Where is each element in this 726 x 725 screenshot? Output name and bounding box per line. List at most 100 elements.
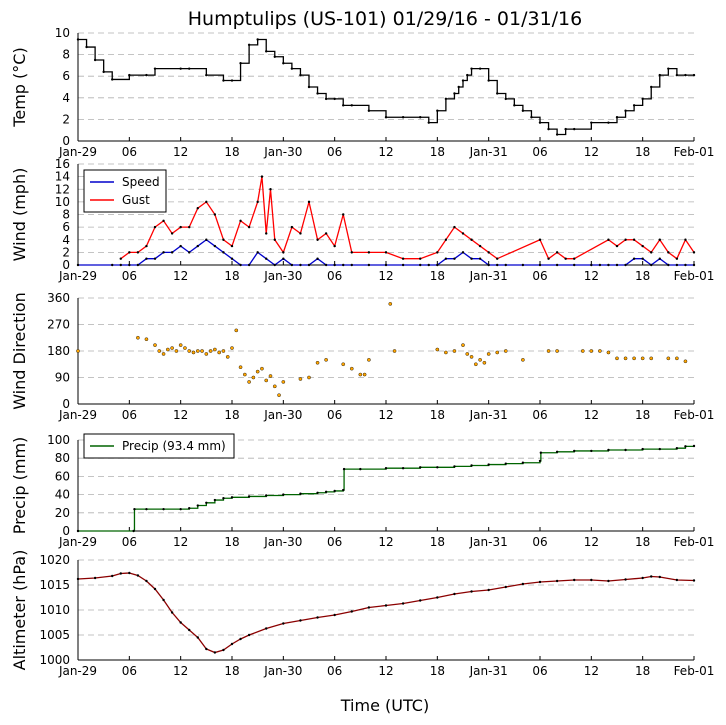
data-point (470, 238, 473, 241)
x-tick-label: 18 (224, 664, 239, 678)
data-point (239, 263, 242, 267)
data-point (692, 73, 696, 77)
data-point (170, 346, 174, 350)
data-point (555, 349, 559, 353)
data-point (692, 251, 696, 254)
data-point (290, 67, 294, 70)
data-point (466, 73, 469, 77)
data-point (230, 244, 234, 248)
data-point (419, 257, 422, 260)
data-point (470, 257, 473, 260)
data-point (573, 257, 576, 260)
x-tick-label: 12 (173, 408, 188, 422)
data-point (435, 347, 440, 352)
data-point (388, 302, 393, 306)
data-point (307, 375, 311, 380)
data-point (487, 251, 490, 254)
data-point (161, 352, 166, 356)
y-tick-label: 0 (62, 524, 70, 538)
data-point (607, 579, 610, 583)
data-point (615, 263, 619, 267)
data-point (640, 356, 645, 361)
data-point (555, 450, 559, 454)
data-point (230, 79, 234, 82)
x-tick-label: 06 (122, 408, 137, 422)
data-point (342, 213, 345, 216)
x-tick-label: Jan-29 (58, 408, 97, 422)
data-point (265, 494, 268, 497)
data-point (342, 488, 345, 492)
data-point (225, 355, 230, 359)
x-tick-label: 12 (173, 664, 188, 678)
data-point (196, 636, 199, 639)
x-tick-label: 18 (430, 145, 445, 159)
data-point (264, 378, 269, 383)
data-point (76, 349, 80, 353)
x-tick-label: 18 (430, 408, 445, 422)
x-tick-label: 06 (122, 535, 137, 549)
y-tick-label: 14 (55, 170, 70, 184)
data-point (675, 578, 679, 582)
data-point (239, 637, 242, 641)
data-point (573, 578, 576, 582)
data-point (684, 238, 687, 241)
y-tick-label: 8 (62, 208, 70, 222)
data-point (538, 580, 542, 584)
data-point (324, 263, 328, 267)
data-point (145, 507, 148, 511)
y-tick-label: 0 (62, 134, 70, 148)
data-point (478, 257, 482, 260)
data-point (230, 346, 234, 350)
data-point (205, 238, 208, 241)
data-point (641, 244, 644, 248)
data-point (487, 79, 490, 82)
data-point (307, 263, 311, 267)
data-point (153, 343, 157, 347)
data-point (179, 244, 182, 248)
data-point (162, 219, 165, 223)
data-point (188, 251, 191, 254)
data-point (268, 374, 273, 378)
data-point (362, 372, 367, 377)
data-point (436, 263, 439, 267)
data-point (419, 116, 422, 119)
data-point (487, 463, 490, 466)
data-point (504, 97, 507, 101)
data-point (419, 263, 422, 267)
data-point (650, 251, 653, 254)
y-axis-label: Wind (mph) (10, 168, 29, 262)
y-tick-label: 6 (62, 69, 70, 83)
x-tick-label: Jan-31 (469, 145, 508, 159)
data-point (615, 356, 619, 361)
x-tick-label: Feb-01 (674, 664, 715, 678)
data-point (205, 73, 208, 77)
data-point (482, 360, 487, 365)
data-point (213, 213, 217, 216)
data-point (683, 359, 688, 364)
data-point (111, 78, 114, 81)
legend: Precip (93.4 mm) (83, 433, 235, 459)
data-point (136, 263, 140, 267)
x-tick-label: Jan-29 (58, 664, 97, 678)
x-tick-label: 12 (584, 408, 599, 422)
data-point (461, 232, 465, 235)
data-point (273, 263, 276, 267)
data-point (76, 529, 80, 533)
data-point (247, 380, 251, 384)
data-point (230, 496, 234, 499)
x-tick-label: Jan-30 (263, 269, 302, 283)
data-point (453, 592, 456, 596)
data-point (205, 501, 208, 504)
x-tick-label: 12 (584, 664, 599, 678)
data-point (76, 577, 80, 581)
data-point (282, 251, 285, 254)
data-point (444, 238, 448, 241)
data-point (624, 238, 627, 241)
data-point (76, 263, 80, 267)
data-point (208, 349, 213, 353)
data-point (496, 263, 499, 267)
data-point (282, 257, 285, 260)
data-point (504, 585, 507, 589)
data-point (273, 55, 276, 58)
data-point (667, 251, 670, 254)
